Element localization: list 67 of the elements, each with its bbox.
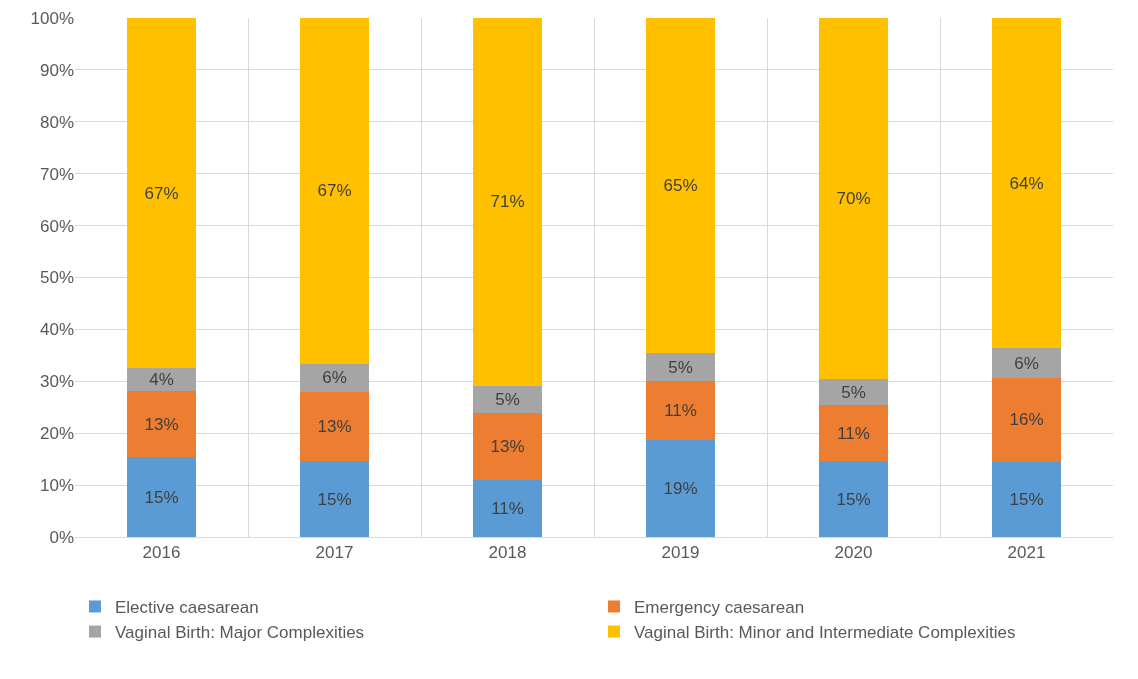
bar xyxy=(472,18,543,386)
data-label: 13% xyxy=(490,437,525,457)
data-label: 70% xyxy=(836,189,871,209)
y-tick-label: 0% xyxy=(49,527,74,547)
x-tick-label: 2019 xyxy=(661,543,700,563)
x-tick-label: 2021 xyxy=(1007,543,1046,563)
bar xyxy=(645,439,716,537)
x-tick-label: 2017 xyxy=(315,543,354,563)
bar xyxy=(126,391,197,458)
y-tick-label: 30% xyxy=(39,372,74,392)
data-label: 67% xyxy=(317,181,352,201)
bar xyxy=(818,461,889,537)
x-tick-label: 2018 xyxy=(488,543,527,563)
y-tick-label: 70% xyxy=(39,164,74,184)
bar xyxy=(299,461,370,537)
data-label: 6% xyxy=(1014,353,1039,373)
data-label: 15% xyxy=(836,489,871,509)
data-label: 11% xyxy=(491,498,524,518)
y-tick-label: 20% xyxy=(39,424,74,444)
bar xyxy=(126,18,197,369)
data-label: 5% xyxy=(495,390,520,410)
data-label: 16% xyxy=(1009,410,1044,430)
data-label: 4% xyxy=(149,370,174,390)
data-label: 11% xyxy=(664,400,697,420)
legend-label: Vaginal Birth: Minor and Intermediate Complexities xyxy=(634,623,1016,643)
bar xyxy=(818,405,889,462)
x-tick-label: 2016 xyxy=(142,543,181,563)
bar xyxy=(818,18,889,380)
bar xyxy=(126,368,197,392)
bar xyxy=(991,18,1062,349)
bar xyxy=(126,457,197,537)
bar xyxy=(991,461,1062,537)
data-label: 6% xyxy=(322,368,347,388)
bar xyxy=(299,392,370,462)
data-label: 71% xyxy=(490,192,525,212)
bar xyxy=(472,479,543,537)
data-label: 67% xyxy=(144,183,179,203)
bar xyxy=(472,413,543,480)
bar xyxy=(645,380,716,440)
data-label: 5% xyxy=(841,382,866,402)
data-label: 5% xyxy=(668,357,693,377)
legend-label: Emergency caesarean xyxy=(634,598,805,618)
data-label: 19% xyxy=(663,478,698,498)
x-tick-label: 2020 xyxy=(834,543,873,563)
bar xyxy=(818,379,889,406)
y-tick-label: 10% xyxy=(39,476,74,496)
y-tick-label: 90% xyxy=(39,60,74,80)
legend-label: Elective caesarean xyxy=(115,598,259,618)
data-label: 15% xyxy=(1009,489,1044,509)
data-label: 11% xyxy=(837,423,870,443)
bar xyxy=(991,378,1062,462)
data-label: 13% xyxy=(317,417,352,437)
bar xyxy=(645,353,716,381)
data-label: 64% xyxy=(1009,173,1044,193)
legend-label: Vaginal Birth: Major Complexities xyxy=(115,623,365,643)
y-tick-label: 100% xyxy=(30,8,74,28)
data-label: 13% xyxy=(144,414,179,434)
bar xyxy=(645,18,716,354)
data-label: 15% xyxy=(317,489,352,509)
data-label: 65% xyxy=(663,176,698,196)
data-label: 15% xyxy=(144,487,179,507)
bar xyxy=(299,18,370,364)
y-tick-label: 60% xyxy=(39,216,74,236)
bar xyxy=(991,348,1062,379)
y-tick-label: 50% xyxy=(39,268,74,288)
y-tick-label: 40% xyxy=(39,320,74,340)
y-tick-label: 80% xyxy=(39,112,74,132)
